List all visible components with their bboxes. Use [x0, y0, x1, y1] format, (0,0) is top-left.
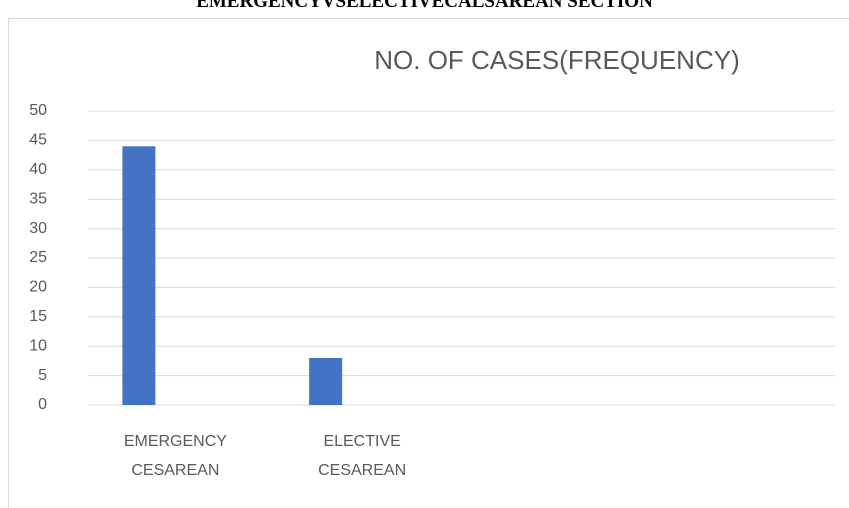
y-tick-label: 35	[29, 190, 47, 207]
x-tick-label: ELECTIVE CESAREAN	[318, 433, 407, 479]
bar	[122, 146, 156, 405]
y-tick-label: 5	[38, 367, 47, 384]
chart-border	[8, 18, 849, 508]
x-tick-label: EMERGENCY CESAREAN	[123, 433, 227, 479]
heading: EMERGENCYVSELECTIVECALSAREAN SECTION	[196, 0, 653, 12]
y-tick-label: 45	[29, 132, 47, 149]
y-tick-label: 15	[29, 308, 47, 325]
y-tick-label: 0	[38, 396, 47, 413]
y-tick-label: 50	[29, 102, 47, 119]
y-tick-label: 10	[29, 337, 47, 354]
chart-title: NO. OF CASES(FREQUENCY)	[374, 45, 739, 75]
y-tick-label: 25	[29, 249, 47, 266]
bar	[309, 357, 343, 405]
y-tick-label: 30	[29, 220, 47, 237]
y-tick-label: 40	[29, 161, 47, 178]
y-tick-label: 20	[29, 279, 47, 296]
